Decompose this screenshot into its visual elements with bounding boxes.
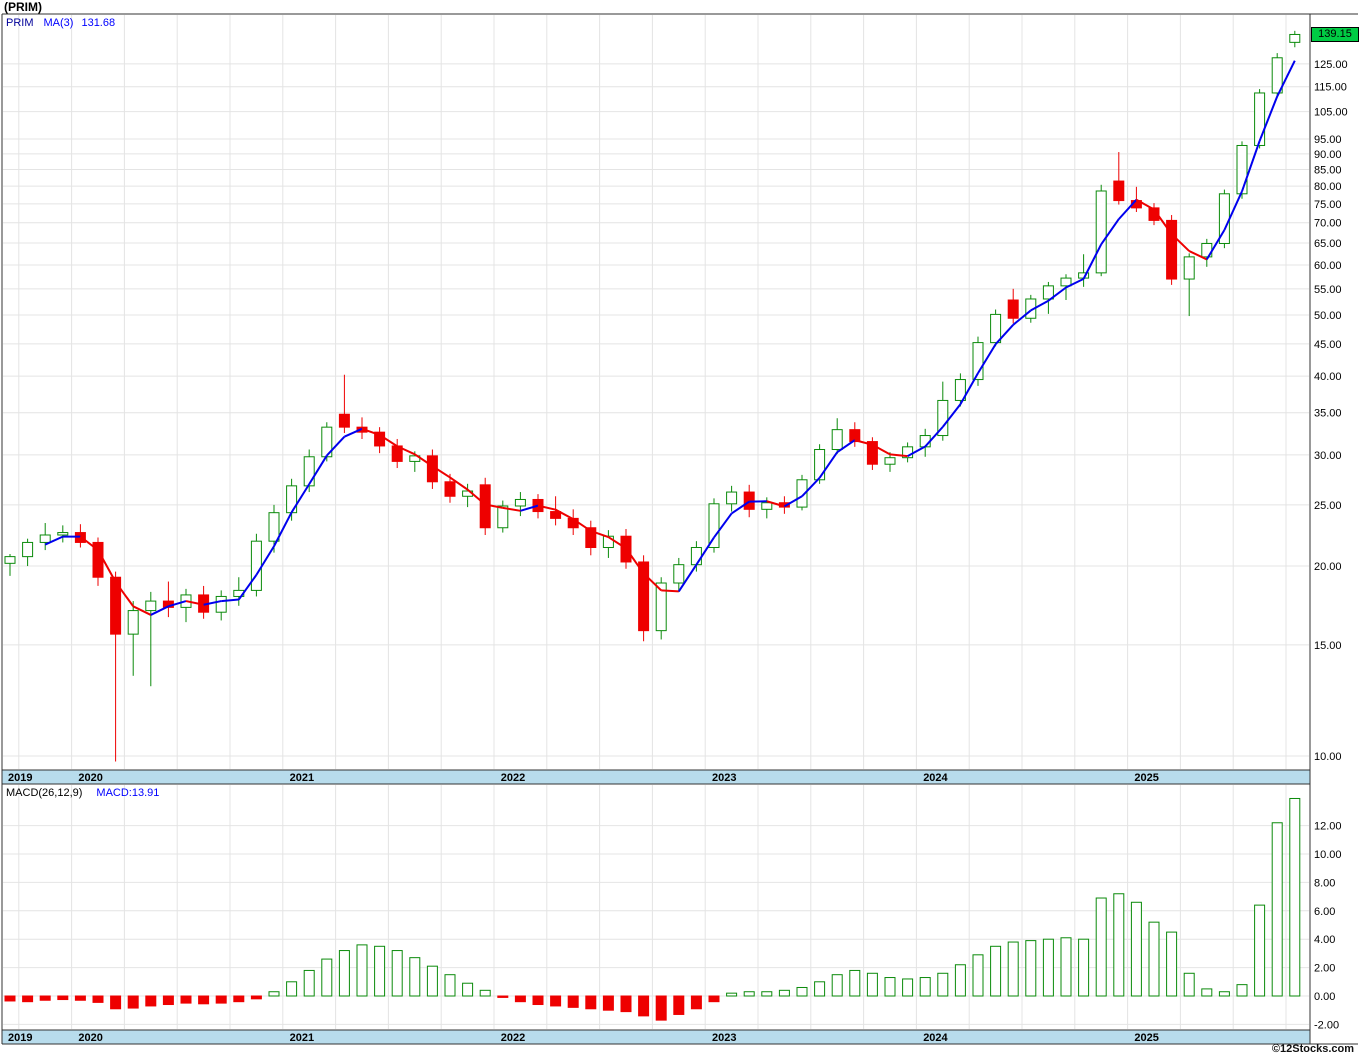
svg-text:85.00: 85.00: [1314, 165, 1342, 177]
svg-text:2025: 2025: [1134, 1032, 1158, 1044]
svg-text:90.00: 90.00: [1314, 149, 1342, 161]
svg-text:35.00: 35.00: [1314, 408, 1342, 420]
svg-text:15.00: 15.00: [1314, 640, 1342, 652]
svg-text:105.00: 105.00: [1314, 107, 1348, 119]
svg-text:12.00: 12.00: [1314, 821, 1342, 833]
svg-text:30.00: 30.00: [1314, 450, 1342, 462]
svg-text:2022: 2022: [501, 772, 525, 784]
macd-histogram: [4, 797, 1301, 1021]
symbol-label: PRIM: [6, 17, 34, 29]
svg-text:40.00: 40.00: [1314, 371, 1342, 383]
svg-text:45.00: 45.00: [1314, 339, 1342, 351]
ma-label: MA(3): [43, 17, 74, 29]
year-labels: 2019 2019 2020 2020 2021 2021 2022 2022 2023 2023…: [8, 772, 1159, 1044]
svg-text:4.00: 4.00: [1314, 934, 1335, 946]
macd-settings-label: MACD(26,12,9): [6, 787, 83, 799]
svg-text:-2.00: -2.00: [1314, 1019, 1339, 1031]
svg-text:25.00: 25.00: [1314, 500, 1342, 512]
svg-text:2024: 2024: [923, 772, 948, 784]
svg-text:2020: 2020: [78, 772, 102, 784]
svg-text:70.00: 70.00: [1314, 218, 1342, 230]
svg-text:10.00: 10.00: [1314, 751, 1342, 763]
svg-text:6.00: 6.00: [1314, 906, 1335, 918]
price-axis-labels: 125.00 115.00 105.00 95.00 90.00 85.00 80.00 75…: [1314, 59, 1348, 763]
svg-text:95.00: 95.00: [1314, 134, 1342, 146]
svg-text:2019: 2019: [8, 1032, 32, 1044]
svg-text:2023: 2023: [712, 1032, 736, 1044]
svg-text:2019: 2019: [8, 772, 32, 784]
svg-text:0.00: 0.00: [1314, 991, 1335, 1003]
ma-value: 131.68: [81, 17, 116, 29]
svg-text:2022: 2022: [501, 1032, 525, 1044]
last-price-badge: 139.15: [1311, 27, 1359, 42]
chart-title: (PRIM): [4, 0, 42, 14]
svg-text:60.00: 60.00: [1314, 260, 1342, 272]
svg-text:20.00: 20.00: [1314, 561, 1342, 573]
grid-layer: [3, 15, 1309, 1029]
svg-text:2021: 2021: [290, 1032, 314, 1044]
svg-text:65.00: 65.00: [1314, 238, 1342, 250]
svg-text:2020: 2020: [78, 1032, 102, 1044]
svg-text:55.00: 55.00: [1314, 284, 1342, 296]
panel-borders: [1, 13, 1358, 1045]
svg-text:10.00: 10.00: [1314, 849, 1342, 861]
svg-text:125.00: 125.00: [1314, 59, 1348, 71]
svg-text:115.00: 115.00: [1314, 82, 1347, 94]
price-legend: PRIM MA(3) 131.68: [6, 17, 115, 29]
ma-line: [44, 60, 1296, 616]
svg-text:2023: 2023: [712, 772, 736, 784]
watermark: ©12Stocks.com: [1271, 1043, 1354, 1055]
svg-text:50.00: 50.00: [1314, 310, 1342, 322]
svg-text:75.00: 75.00: [1314, 199, 1342, 211]
svg-text:8.00: 8.00: [1314, 877, 1335, 889]
svg-text:2024: 2024: [923, 1032, 948, 1044]
svg-text:2021: 2021: [290, 772, 314, 784]
svg-text:80.00: 80.00: [1314, 181, 1342, 193]
svg-text:2025: 2025: [1134, 772, 1158, 784]
macd-axis-labels: 12.00 10.00 8.00 6.00 4.00 2.00 0.00 -2.00: [1314, 821, 1342, 1032]
x-axis-bands: [2, 770, 1310, 1044]
macd-legend: MACD(26,12,9) MACD:13.91: [6, 787, 159, 799]
candlestick-layer: [4, 30, 1301, 762]
svg-text:2.00: 2.00: [1314, 963, 1335, 975]
macd-value: MACD:13.91: [96, 787, 160, 799]
